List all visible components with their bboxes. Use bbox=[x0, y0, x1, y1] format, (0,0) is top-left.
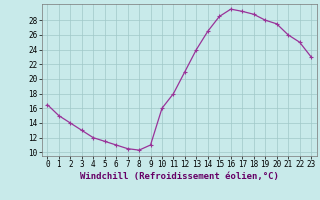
X-axis label: Windchill (Refroidissement éolien,°C): Windchill (Refroidissement éolien,°C) bbox=[80, 172, 279, 181]
